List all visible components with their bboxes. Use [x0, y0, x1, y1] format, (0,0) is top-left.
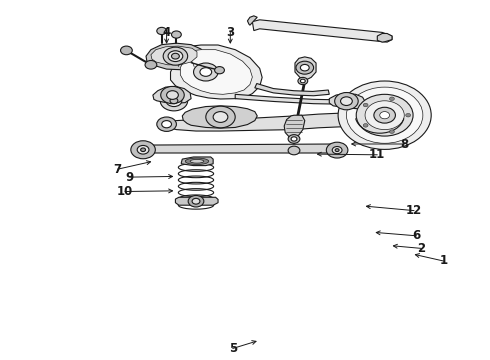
Polygon shape — [235, 94, 368, 104]
Circle shape — [157, 117, 176, 131]
Circle shape — [162, 121, 172, 128]
Polygon shape — [180, 50, 252, 94]
Text: 7: 7 — [114, 163, 122, 176]
Circle shape — [172, 53, 179, 59]
Circle shape — [341, 97, 352, 105]
Circle shape — [335, 149, 339, 152]
Circle shape — [356, 94, 413, 136]
Circle shape — [335, 93, 358, 110]
Ellipse shape — [190, 159, 204, 163]
Polygon shape — [175, 197, 218, 205]
Polygon shape — [182, 106, 257, 128]
Circle shape — [300, 79, 305, 83]
Text: 12: 12 — [406, 204, 422, 217]
Circle shape — [192, 198, 200, 204]
Circle shape — [365, 101, 404, 130]
Circle shape — [380, 112, 390, 119]
Circle shape — [213, 112, 228, 122]
Circle shape — [170, 98, 178, 104]
Text: 11: 11 — [369, 148, 386, 161]
Circle shape — [363, 123, 368, 127]
Circle shape — [163, 47, 188, 65]
Text: 8: 8 — [400, 138, 408, 150]
Text: 3: 3 — [226, 26, 234, 39]
Polygon shape — [377, 33, 392, 42]
Circle shape — [121, 46, 132, 55]
Circle shape — [194, 63, 218, 81]
Circle shape — [363, 103, 368, 107]
Text: 6: 6 — [413, 229, 420, 242]
Circle shape — [188, 195, 204, 207]
Ellipse shape — [185, 158, 209, 165]
Circle shape — [160, 91, 188, 111]
Circle shape — [166, 95, 182, 107]
Text: 1: 1 — [440, 255, 447, 267]
Circle shape — [145, 60, 157, 69]
Text: 10: 10 — [117, 185, 133, 198]
Circle shape — [137, 145, 149, 154]
Polygon shape — [171, 45, 262, 99]
Circle shape — [172, 31, 181, 38]
Polygon shape — [295, 57, 316, 81]
Polygon shape — [329, 94, 365, 109]
Circle shape — [346, 87, 423, 143]
Circle shape — [167, 91, 178, 99]
Circle shape — [215, 67, 224, 74]
Polygon shape — [181, 157, 213, 166]
Text: 5: 5 — [229, 342, 237, 355]
Polygon shape — [284, 115, 305, 138]
Circle shape — [300, 64, 309, 71]
Circle shape — [131, 141, 155, 159]
Circle shape — [338, 81, 431, 149]
Circle shape — [288, 135, 300, 143]
Circle shape — [141, 148, 146, 152]
Polygon shape — [247, 16, 257, 25]
Circle shape — [200, 68, 212, 76]
Circle shape — [298, 77, 308, 85]
Circle shape — [374, 107, 395, 123]
Text: 4: 4 — [163, 26, 171, 39]
Circle shape — [332, 147, 342, 154]
Circle shape — [161, 86, 184, 104]
Circle shape — [206, 106, 235, 128]
Polygon shape — [141, 144, 337, 153]
Circle shape — [406, 113, 411, 117]
Polygon shape — [153, 86, 191, 104]
Circle shape — [291, 137, 297, 141]
Text: 9: 9 — [126, 171, 134, 184]
Polygon shape — [255, 84, 329, 96]
Circle shape — [390, 130, 394, 134]
Polygon shape — [161, 113, 363, 131]
Polygon shape — [252, 20, 392, 42]
Polygon shape — [146, 43, 205, 70]
Circle shape — [296, 61, 314, 74]
Text: 2: 2 — [417, 242, 425, 255]
Polygon shape — [151, 46, 197, 65]
Circle shape — [168, 51, 183, 62]
Circle shape — [390, 97, 394, 100]
Circle shape — [157, 27, 167, 35]
Circle shape — [288, 146, 300, 155]
Circle shape — [326, 142, 348, 158]
